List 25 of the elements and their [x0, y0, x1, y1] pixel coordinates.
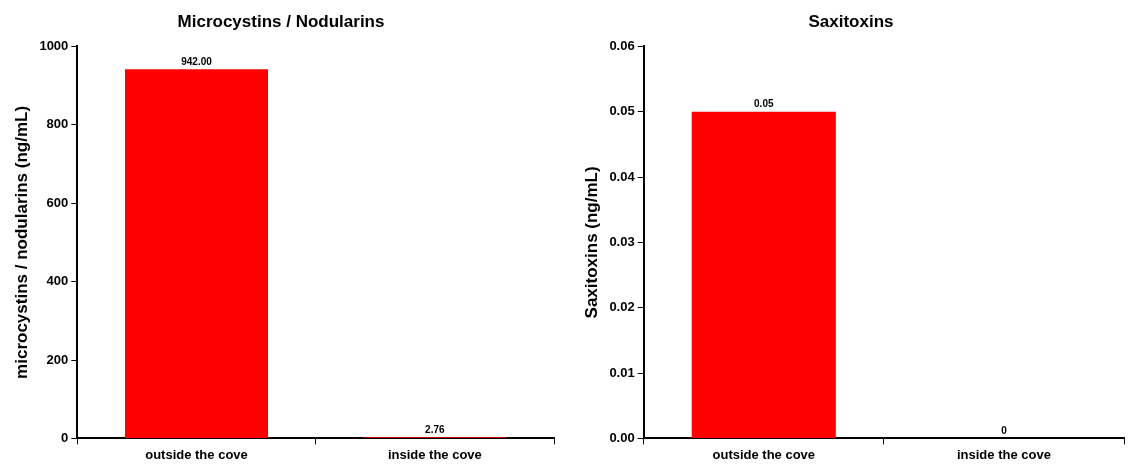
data-label: 0	[1001, 425, 1008, 437]
y-tick-label: 1000	[39, 37, 69, 53]
y-tick-label: 0	[61, 429, 69, 445]
y-tick-label: 0.04	[609, 168, 636, 184]
y-tick-label: 800	[46, 116, 69, 132]
y-tick-label: 0.03	[609, 233, 635, 249]
chart-title: Microcystins / Nodularins	[177, 11, 385, 31]
chart-title: Saxitoxins	[808, 11, 894, 31]
y-tick-label: 0.02	[609, 299, 635, 315]
x-tick-label: outside the cove	[145, 446, 248, 462]
data-label: 0.05	[754, 98, 774, 110]
y-tick-label: 0.01	[609, 364, 635, 380]
x-tick-label: outside the cove	[712, 446, 816, 462]
y-tick-label: 0.05	[609, 103, 635, 119]
y-tick-label: 0.00	[609, 429, 635, 445]
y-tick-label: 0.06	[609, 37, 635, 53]
x-tick-label: inside the cove	[956, 446, 1051, 462]
y-tick-label: 200	[46, 351, 69, 367]
y-axis-title: Saxitoxins (ng/mL)	[581, 166, 601, 319]
data-label: 942.00	[181, 55, 213, 67]
y-tick-label: 400	[46, 273, 69, 289]
y-axis-title: microcystins / nodularins (ng/mL)	[11, 105, 31, 379]
data-label: 2.76	[425, 424, 445, 436]
y-tick-label: 600	[46, 194, 69, 210]
x-tick-label: inside the cove	[387, 446, 482, 462]
